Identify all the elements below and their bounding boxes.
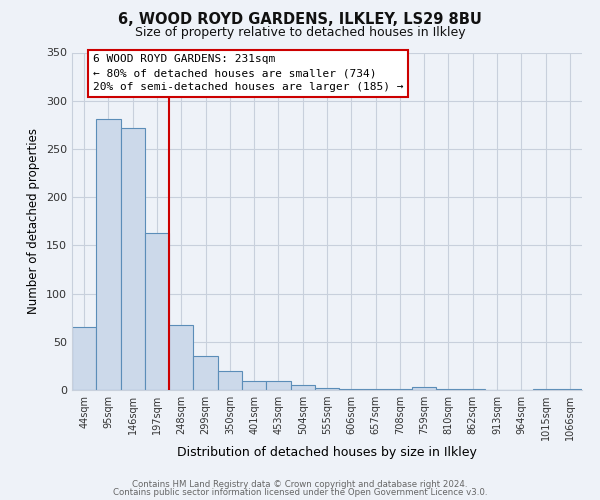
Bar [436, 389, 461, 390]
Y-axis label: Number of detached properties: Number of detached properties [28, 128, 40, 314]
Bar [364, 389, 388, 390]
X-axis label: Distribution of detached houses by size in Ilkley: Distribution of detached houses by size … [177, 446, 477, 459]
Bar [242, 382, 266, 390]
Bar [72, 328, 96, 390]
Bar [96, 119, 121, 390]
Text: Contains HM Land Registry data © Crown copyright and database right 2024.: Contains HM Land Registry data © Crown c… [132, 480, 468, 489]
Bar [266, 382, 290, 390]
Text: Contains public sector information licensed under the Open Government Licence v3: Contains public sector information licen… [113, 488, 487, 497]
Bar [290, 385, 315, 390]
Bar [533, 389, 558, 390]
Bar [315, 388, 339, 390]
Bar [218, 370, 242, 390]
Text: 6 WOOD ROYD GARDENS: 231sqm
← 80% of detached houses are smaller (734)
20% of se: 6 WOOD ROYD GARDENS: 231sqm ← 80% of det… [92, 54, 403, 92]
Text: 6, WOOD ROYD GARDENS, ILKLEY, LS29 8BU: 6, WOOD ROYD GARDENS, ILKLEY, LS29 8BU [118, 12, 482, 28]
Bar [412, 387, 436, 390]
Bar [558, 389, 582, 390]
Bar [145, 233, 169, 390]
Bar [193, 356, 218, 390]
Bar [388, 389, 412, 390]
Bar [339, 389, 364, 390]
Bar [169, 326, 193, 390]
Bar [461, 389, 485, 390]
Bar [121, 128, 145, 390]
Text: Size of property relative to detached houses in Ilkley: Size of property relative to detached ho… [134, 26, 466, 39]
